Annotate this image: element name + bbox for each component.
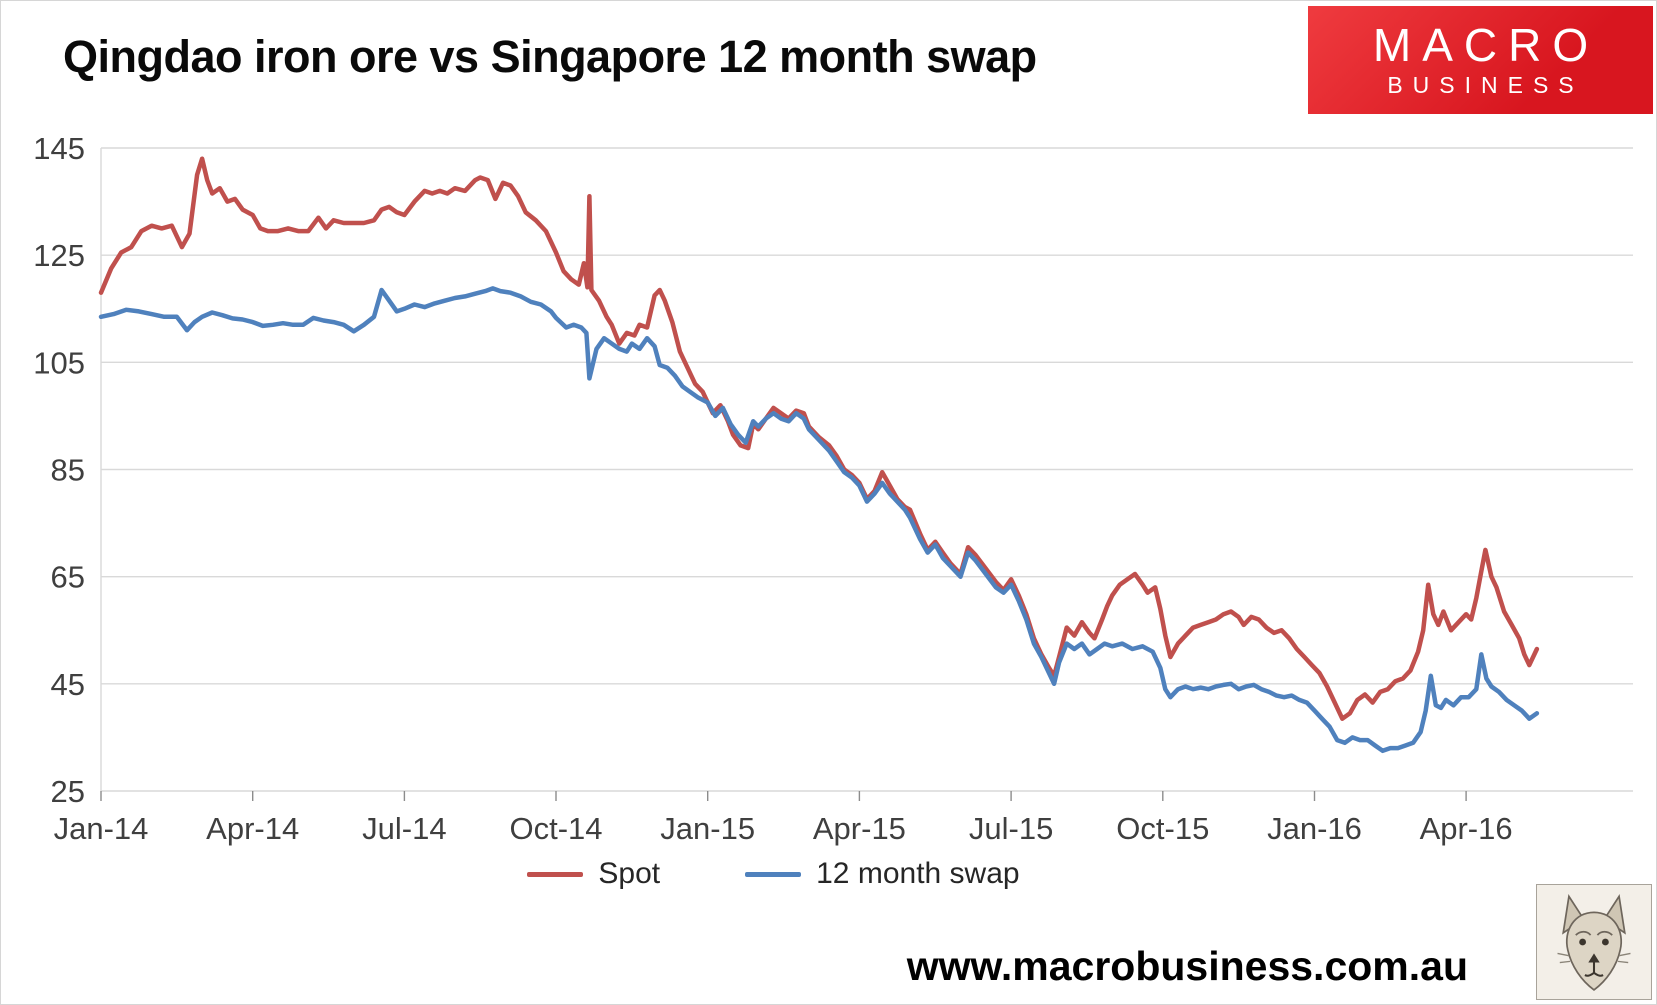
y-tick-label: 145 (33, 131, 85, 166)
y-tick-label: 65 (51, 560, 85, 595)
x-tick-label: Jan-15 (660, 811, 755, 846)
legend-item-swap: 12 month swap (745, 857, 1020, 891)
x-tick-label: Apr-14 (206, 811, 299, 846)
x-tick-label: Oct-14 (509, 811, 602, 846)
wolf-icon (1537, 885, 1651, 999)
y-tick-label: 25 (51, 774, 85, 809)
chart-legend: Spot 12 month swap (1, 857, 1601, 891)
y-tick-label: 125 (33, 238, 85, 273)
logo-line-macro: MACRO (1372, 18, 1600, 71)
wolf-logo (1536, 884, 1652, 1000)
y-tick-label: 105 (33, 345, 85, 380)
x-tick-label: Apr-15 (813, 811, 906, 846)
series-line-12-month-swap (98, 286, 1540, 754)
legend-label-spot: Spot (598, 857, 661, 890)
x-tick-label: Oct-15 (1116, 811, 1209, 846)
x-tick-label: Jan-16 (1267, 811, 1362, 846)
x-tick-label: Apr-16 (1420, 811, 1513, 846)
y-tick-label: 85 (51, 453, 85, 488)
logo-line-business: BUSINESS (1387, 72, 1584, 99)
y-tick-label: 45 (51, 667, 85, 702)
legend-label-swap: 12 month swap (816, 857, 1020, 890)
x-tick-label: Jan-14 (54, 811, 149, 846)
macrobusiness-logo: MACRO BUSINESS (1308, 6, 1653, 114)
x-tick-label: Jul-15 (969, 811, 1053, 846)
website-url: www.macrobusiness.com.au (906, 943, 1468, 989)
legend-item-spot: Spot (527, 857, 660, 891)
swap-line-swatch (745, 871, 802, 877)
spot-line-swatch (527, 871, 584, 877)
chart-title: Qingdao iron ore vs Singapore 12 month s… (63, 31, 1037, 82)
x-tick-label: Jul-14 (362, 811, 446, 846)
